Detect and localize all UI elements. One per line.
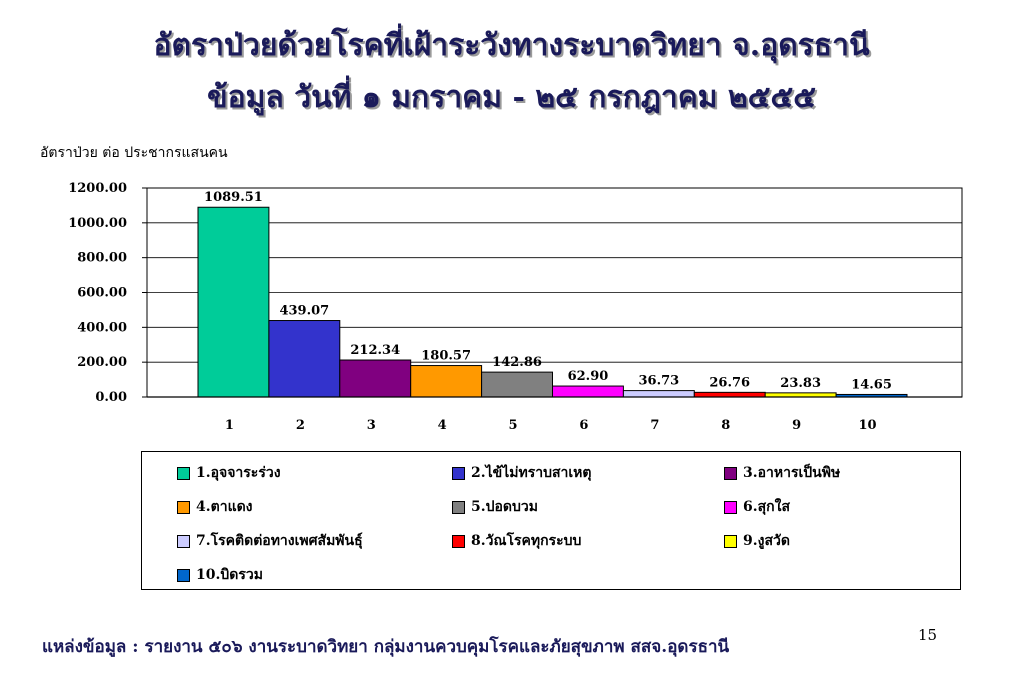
- legend-swatch: [452, 534, 465, 548]
- legend-label: 5.ปอดบวม: [471, 499, 538, 515]
- legend-swatch: [177, 500, 190, 514]
- legend-label: 4.ตาแดง: [196, 499, 253, 515]
- y-tick-label: 1000.00: [68, 216, 127, 231]
- data-label: 62.90: [568, 369, 609, 384]
- x-tick-label: 8: [721, 418, 730, 433]
- legend-label: 10.บิดรวม: [196, 567, 263, 583]
- y-tick-label: 800.00: [77, 251, 127, 266]
- bar-chart: 0.00 200.00 400.00 600.00 800.00 1000.00 1200.…: [68, 181, 963, 433]
- legend-label: 3.อาหารเป็นพิษ: [743, 465, 841, 481]
- x-tick-label: 7: [650, 418, 659, 433]
- x-tick-label: 4: [438, 418, 447, 433]
- legend-label: 9.งูสวัด: [743, 533, 790, 549]
- legend-swatch: [724, 534, 737, 548]
- data-label: 180.57: [421, 349, 471, 364]
- legend-item: 1.อุจจาระร่วง: [177, 462, 281, 484]
- bar: [339, 359, 412, 398]
- bar: [268, 320, 341, 398]
- legend-swatch: [177, 568, 190, 582]
- bar: [693, 391, 766, 398]
- x-tick-label: 9: [792, 418, 801, 433]
- legend-item: 10.บิดรวม: [177, 564, 263, 586]
- legend-label: 8.วัณโรคทุกระบบ: [471, 533, 582, 549]
- x-tick-label: 1: [225, 418, 234, 433]
- y-tick-label: 200.00: [77, 355, 127, 370]
- data-label: 439.07: [279, 304, 329, 319]
- source-note: แหล่งข้อมูล : รายงาน ๕๐๖ งานระบาดวิทยา ก…: [42, 637, 730, 657]
- x-tick-label: 6: [579, 418, 588, 433]
- legend-item: 3.อาหารเป็นพิษ: [724, 462, 840, 484]
- legend-swatch: [177, 466, 190, 480]
- legend-swatch: [724, 466, 737, 480]
- legend-label: 6.สุกใส: [743, 499, 791, 515]
- data-label: 142.86: [492, 355, 542, 370]
- legend-label: 1.อุจจาระร่วง: [196, 465, 281, 481]
- x-tick-label: 5: [509, 418, 518, 433]
- legend-item: 6.สุกใส: [724, 496, 790, 518]
- data-label: 212.34: [350, 343, 400, 358]
- y-axis-label: อัตราป่วย ต่อ ประชากรแสนคน: [40, 145, 228, 161]
- chart-title-line2: ข้อมูล วันที่ ๑ มกราคม - ๒๕ กรกฎาคม ๒๕๕๕: [207, 80, 816, 115]
- y-tick-label: 0.00: [95, 390, 127, 405]
- data-label: 26.76: [709, 375, 750, 390]
- x-tick-label: 3: [367, 418, 376, 433]
- bar: [764, 392, 837, 398]
- y-tick-label: 400.00: [77, 320, 127, 335]
- data-label: 36.73: [638, 374, 679, 389]
- legend-item: 8.วัณโรคทุกระบบ: [452, 530, 581, 552]
- legend-item: 4.ตาแดง: [177, 496, 253, 518]
- legend-swatch: [724, 500, 737, 514]
- x-tick-label: 2: [296, 418, 305, 433]
- legend-item: 9.งูสวัด: [724, 530, 790, 552]
- bar: [622, 390, 695, 398]
- legend-item: 2.ไข้ไม่ทราบสาเหตุ: [452, 462, 592, 484]
- bar: [197, 206, 270, 398]
- page-number: 15: [918, 626, 938, 644]
- bar: [410, 365, 483, 398]
- data-label: 14.65: [851, 377, 892, 392]
- y-tick-label: 600.00: [77, 286, 127, 301]
- bar: [481, 371, 554, 398]
- bar: [552, 385, 624, 398]
- legend-item: 5.ปอดบวม: [452, 496, 538, 518]
- legend-label: 7.โรคติดต่อทางเพศสัมพันธุ์: [196, 533, 363, 549]
- chart-title-line1: อัตราป่วยด้วยโรคที่เฝ้าระวังทางระบาดวิทย…: [153, 28, 870, 63]
- x-tick-label: 10: [859, 418, 877, 433]
- legend-swatch: [452, 466, 465, 480]
- legend-label: 2.ไข้ไม่ทราบสาเหตุ: [471, 465, 592, 481]
- data-label: 1089.51: [204, 190, 263, 205]
- legend-swatch: [177, 534, 190, 548]
- legend-item: 7.โรคติดต่อทางเพศสัมพันธุ์: [177, 530, 363, 552]
- chart-legend: 1.อุจจาระร่วง 2.ไข้ไม่ทราบสาเหตุ 3.อาหารเป…: [141, 451, 961, 590]
- data-label: 23.83: [780, 376, 821, 391]
- legend-swatch: [452, 500, 465, 514]
- y-tick-label: 1200.00: [68, 181, 127, 196]
